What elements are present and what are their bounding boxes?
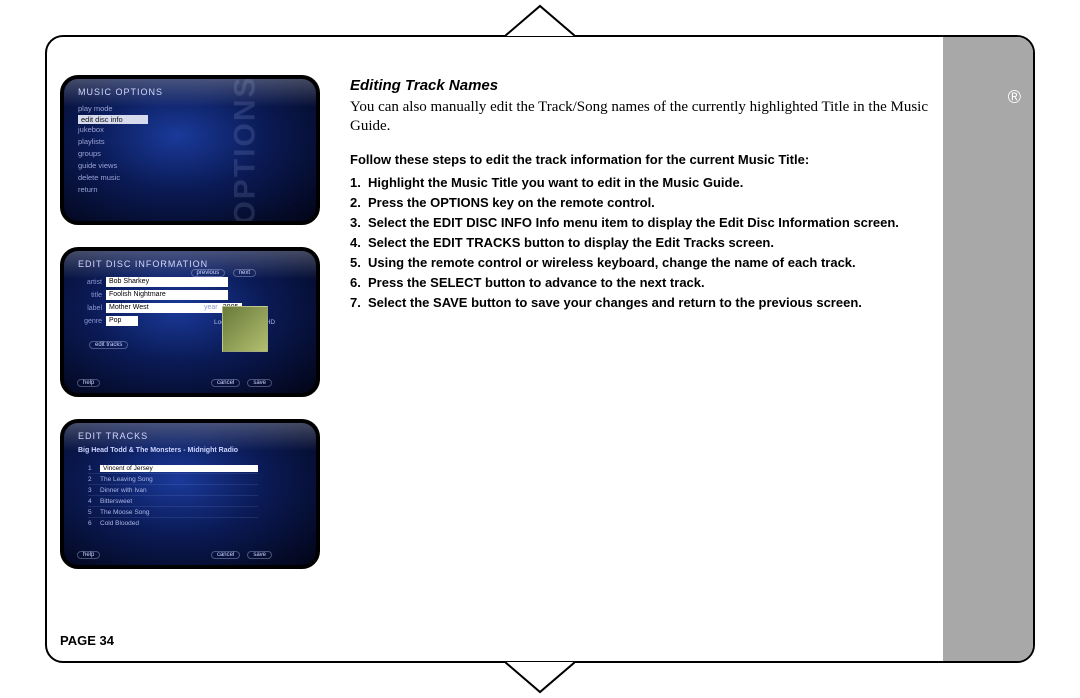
- shot2-genre-field: Pop: [106, 316, 138, 326]
- screenshot-edit-tracks: EDIT TRACKS Big Head Todd & The Monsters…: [60, 419, 320, 569]
- shot1-item: guide views: [78, 160, 188, 172]
- text-column: Editing Track Names You can also manuall…: [350, 77, 930, 313]
- step-item: Select the SAVE button to save your chan…: [368, 293, 930, 313]
- intro-text: You can also manually edit the Track/Son…: [350, 98, 930, 136]
- shot2-prev-pill: previous: [191, 269, 226, 277]
- steps-lead: Follow these steps to edit the track inf…: [350, 152, 930, 167]
- step-item: Press the SELECT button to advance to th…: [368, 273, 930, 293]
- shot1-item: playlists: [78, 136, 188, 148]
- shot3-title: EDIT TRACKS: [78, 431, 148, 441]
- shot3-save-btn: save: [247, 551, 272, 559]
- shot3-bottom-buttons: help cancel save: [74, 551, 272, 559]
- shot1-item-selected: edit disc info: [78, 115, 148, 124]
- shot2-cover-art: [222, 306, 268, 352]
- screenshot-edit-disc-info: EDIT DISC INFORMATION previous next arti…: [60, 247, 320, 397]
- brand-sidebar: ® ESCIENT FireBall™ ZP-1 User's Manual: [943, 37, 1033, 661]
- shot2-edit-tracks-btn: edit tracks: [89, 341, 128, 349]
- step-item: Using the remote control or wireless key…: [368, 253, 930, 273]
- page: ® ESCIENT FireBall™ ZP-1 User's Manual M…: [0, 0, 1080, 698]
- shot3-help-btn: help: [77, 551, 100, 559]
- shot1-title: MUSIC OPTIONS: [78, 87, 163, 97]
- shot2-next-pill: next: [233, 269, 256, 277]
- steps-list: Highlight the Music Title you want to ed…: [350, 173, 930, 314]
- shot1-item: play mode: [78, 103, 188, 115]
- screenshot-music-options: MUSIC OPTIONS OPTIONS play mode edit dis…: [60, 75, 320, 225]
- shot3-cancel-btn: cancel: [211, 551, 240, 559]
- step-item: Press the OPTIONS key on the remote cont…: [368, 193, 930, 213]
- shot3-track-selected: Vincent of Jersey: [100, 465, 258, 472]
- screenshots-column: MUSIC OPTIONS OPTIONS play mode edit dis…: [60, 75, 340, 591]
- shot3-subtitle: Big Head Todd & The Monsters - Midnight …: [78, 447, 238, 454]
- page-number: PAGE 34: [60, 633, 114, 648]
- shot1-menu: play mode edit disc info jukebox playlis…: [78, 103, 188, 196]
- section-heading: Editing Track Names: [350, 77, 930, 94]
- shot3-track-list: 1Vincent of Jersey 2The Leaving Song 3Di…: [88, 463, 258, 528]
- shot2-title-field: Foolish Nightmare: [106, 290, 228, 300]
- shot1-item: jukebox: [78, 124, 188, 136]
- frame-notch-top: [505, 1, 575, 36]
- shot2-artist-field: Bob Sharkey: [106, 277, 228, 287]
- content-area: MUSIC OPTIONS OPTIONS play mode edit dis…: [60, 55, 930, 655]
- shot2-help-btn: help: [77, 379, 100, 387]
- shot1-item: groups: [78, 148, 188, 160]
- brand-registered: ®: [1008, 87, 1021, 108]
- shot1-big-label: OPTIONS: [228, 75, 262, 224]
- shot2-bottom-buttons: help cancel save: [74, 379, 272, 387]
- step-item: Select the EDIT TRACKS button to display…: [368, 233, 930, 253]
- shot1-item: delete music: [78, 172, 188, 184]
- frame-notch-bottom: [505, 662, 575, 697]
- step-item: Select the EDIT DISC INFO Info menu item…: [368, 213, 930, 233]
- step-item: Highlight the Music Title you want to ed…: [368, 173, 930, 193]
- shot2-cancel-btn: cancel: [211, 379, 240, 387]
- shot2-save-btn: save: [247, 379, 272, 387]
- shot1-item: return: [78, 184, 188, 196]
